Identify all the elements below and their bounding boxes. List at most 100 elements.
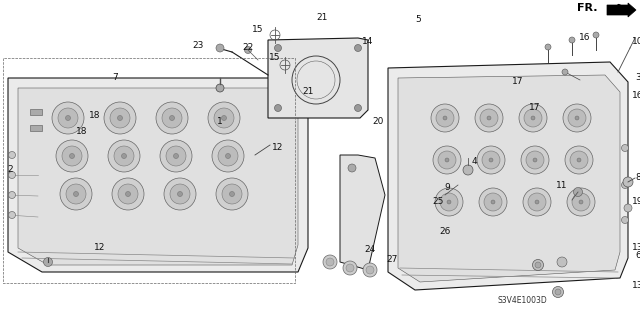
Text: 6: 6 bbox=[635, 250, 640, 259]
Circle shape bbox=[8, 191, 15, 198]
Circle shape bbox=[275, 105, 282, 112]
Text: 8: 8 bbox=[635, 174, 640, 182]
Text: 13: 13 bbox=[632, 243, 640, 253]
Circle shape bbox=[431, 104, 459, 132]
Text: 16: 16 bbox=[632, 91, 640, 100]
Circle shape bbox=[531, 116, 535, 120]
Circle shape bbox=[565, 146, 593, 174]
Circle shape bbox=[44, 257, 52, 266]
Circle shape bbox=[8, 211, 15, 219]
Circle shape bbox=[225, 153, 230, 159]
Circle shape bbox=[348, 164, 356, 172]
Circle shape bbox=[572, 193, 590, 211]
Circle shape bbox=[532, 259, 543, 271]
Circle shape bbox=[114, 146, 134, 166]
Circle shape bbox=[479, 188, 507, 216]
Circle shape bbox=[326, 258, 334, 266]
Circle shape bbox=[70, 153, 74, 159]
Circle shape bbox=[363, 263, 377, 277]
Text: 3: 3 bbox=[635, 73, 640, 83]
Circle shape bbox=[623, 177, 633, 187]
Circle shape bbox=[156, 102, 188, 134]
Circle shape bbox=[521, 146, 549, 174]
Circle shape bbox=[568, 109, 586, 127]
Circle shape bbox=[160, 140, 192, 172]
Text: 23: 23 bbox=[192, 41, 204, 49]
Circle shape bbox=[343, 261, 357, 275]
Circle shape bbox=[60, 178, 92, 210]
Circle shape bbox=[166, 146, 186, 166]
Circle shape bbox=[545, 44, 551, 50]
Polygon shape bbox=[268, 38, 368, 118]
Circle shape bbox=[110, 108, 130, 128]
Circle shape bbox=[526, 151, 544, 169]
Polygon shape bbox=[18, 88, 298, 265]
Text: 25: 25 bbox=[432, 197, 444, 206]
Circle shape bbox=[66, 184, 86, 204]
Circle shape bbox=[244, 47, 252, 54]
Text: 26: 26 bbox=[439, 227, 451, 236]
Circle shape bbox=[173, 153, 179, 159]
Circle shape bbox=[440, 193, 458, 211]
Circle shape bbox=[487, 116, 491, 120]
Circle shape bbox=[366, 266, 374, 274]
Text: 15: 15 bbox=[252, 26, 264, 34]
Text: 19: 19 bbox=[632, 197, 640, 206]
Circle shape bbox=[570, 151, 588, 169]
Text: 2: 2 bbox=[7, 166, 13, 174]
Text: 14: 14 bbox=[362, 38, 374, 47]
Circle shape bbox=[489, 158, 493, 162]
Circle shape bbox=[346, 264, 354, 272]
Text: 17: 17 bbox=[529, 103, 541, 113]
Circle shape bbox=[555, 289, 561, 295]
Circle shape bbox=[230, 191, 234, 197]
Text: 13: 13 bbox=[632, 280, 640, 290]
Circle shape bbox=[463, 165, 473, 175]
Circle shape bbox=[65, 115, 70, 121]
Text: 1: 1 bbox=[217, 117, 223, 127]
Circle shape bbox=[355, 105, 362, 112]
Circle shape bbox=[567, 188, 595, 216]
Text: S3V4E1003D: S3V4E1003D bbox=[498, 296, 548, 305]
Polygon shape bbox=[607, 3, 636, 17]
Circle shape bbox=[74, 191, 79, 197]
Circle shape bbox=[275, 44, 282, 51]
Circle shape bbox=[222, 184, 242, 204]
Circle shape bbox=[212, 140, 244, 172]
Text: 20: 20 bbox=[372, 117, 384, 127]
Circle shape bbox=[108, 140, 140, 172]
Circle shape bbox=[56, 140, 88, 172]
Circle shape bbox=[579, 200, 583, 204]
Circle shape bbox=[447, 200, 451, 204]
Circle shape bbox=[552, 286, 563, 298]
Bar bbox=[30, 125, 42, 131]
Text: 5: 5 bbox=[415, 16, 421, 25]
Circle shape bbox=[593, 32, 599, 38]
Circle shape bbox=[482, 151, 500, 169]
Text: 4: 4 bbox=[471, 158, 477, 167]
Circle shape bbox=[216, 44, 224, 52]
Circle shape bbox=[563, 104, 591, 132]
Text: 16: 16 bbox=[579, 33, 591, 42]
Circle shape bbox=[221, 115, 227, 121]
Circle shape bbox=[443, 116, 447, 120]
Bar bbox=[30, 109, 42, 115]
Text: 9: 9 bbox=[444, 183, 450, 192]
Circle shape bbox=[214, 108, 234, 128]
Polygon shape bbox=[398, 75, 620, 282]
Circle shape bbox=[575, 116, 579, 120]
Text: 12: 12 bbox=[272, 144, 284, 152]
Circle shape bbox=[162, 108, 182, 128]
Circle shape bbox=[122, 153, 127, 159]
Circle shape bbox=[8, 172, 15, 179]
Circle shape bbox=[58, 108, 78, 128]
Text: 18: 18 bbox=[76, 128, 88, 137]
Text: FR.: FR. bbox=[577, 3, 598, 13]
Circle shape bbox=[480, 109, 498, 127]
Circle shape bbox=[118, 115, 122, 121]
Circle shape bbox=[533, 158, 537, 162]
Circle shape bbox=[170, 184, 190, 204]
Circle shape bbox=[569, 37, 575, 43]
Polygon shape bbox=[8, 78, 308, 272]
Circle shape bbox=[519, 104, 547, 132]
